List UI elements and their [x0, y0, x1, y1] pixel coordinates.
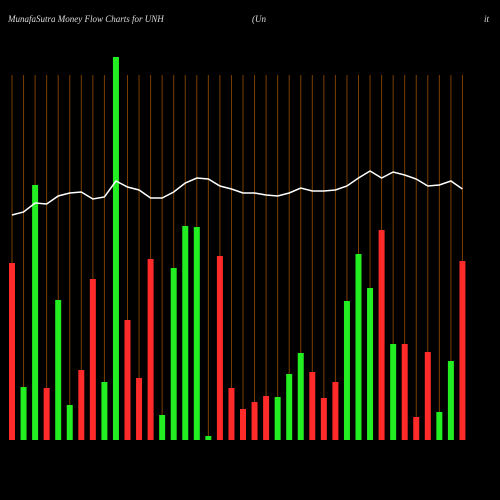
bar [147, 259, 154, 440]
bar [367, 288, 374, 440]
bar [124, 320, 131, 440]
chart-subtitle: it [484, 14, 490, 24]
bar [205, 436, 212, 440]
bar [240, 409, 246, 440]
bar [263, 396, 270, 440]
bar [378, 230, 385, 440]
chart-title: MunafaSutra Money Flow Charts for UNH [7, 14, 164, 24]
bar [136, 378, 143, 440]
bar [332, 382, 339, 440]
bar [459, 261, 466, 440]
bar [251, 402, 258, 440]
bar [216, 256, 223, 440]
bar [193, 227, 200, 440]
bar [182, 226, 189, 440]
bar [390, 344, 397, 440]
bar [424, 352, 431, 440]
bar [170, 268, 177, 440]
bar [436, 412, 443, 440]
bar [20, 387, 27, 440]
bar [9, 263, 15, 440]
bar [32, 185, 39, 440]
bar [413, 417, 420, 440]
bar [89, 279, 96, 440]
bar [55, 300, 62, 440]
bar [112, 57, 119, 440]
bar [320, 398, 327, 440]
bar [274, 397, 281, 440]
bar [401, 344, 408, 440]
bar [355, 254, 362, 440]
money-flow-line [11, 170, 463, 216]
bar [297, 353, 304, 440]
bar [66, 405, 73, 440]
bar [447, 361, 454, 440]
bar [159, 415, 166, 440]
chart-subtitle: (Un [252, 14, 266, 24]
bar [343, 301, 350, 440]
bar [78, 370, 85, 440]
bar [43, 388, 50, 440]
bar [309, 372, 316, 440]
bar [228, 388, 235, 440]
bar [286, 374, 293, 440]
bar [101, 382, 108, 440]
